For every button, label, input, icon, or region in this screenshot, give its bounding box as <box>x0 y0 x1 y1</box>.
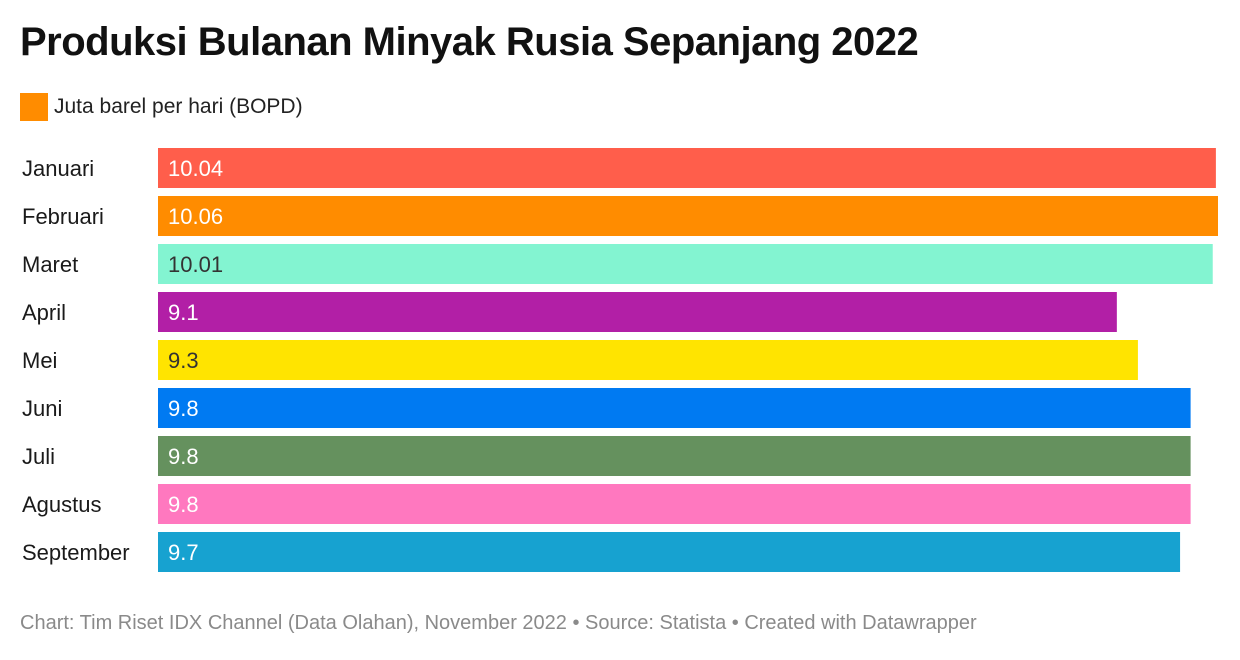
category-label: Mei <box>22 348 57 373</box>
chart-title: Produksi Bulanan Minyak Rusia Sepanjang … <box>20 20 919 64</box>
value-label: 9.1 <box>168 300 199 325</box>
category-label: Maret <box>22 252 78 277</box>
bar-chart: Januari 10.04 Februari 10.06 Maret 10.01 April… <box>22 148 1218 572</box>
bar <box>158 292 1117 332</box>
bar <box>158 484 1191 524</box>
value-label: 9.8 <box>168 492 199 517</box>
bar <box>158 244 1213 284</box>
category-label: Juni <box>22 396 62 421</box>
bar <box>158 196 1218 236</box>
bar <box>158 148 1216 188</box>
value-label: 10.04 <box>168 156 223 181</box>
value-label: 9.7 <box>168 540 199 565</box>
bar <box>158 388 1191 428</box>
value-label: 9.3 <box>168 348 199 373</box>
bar <box>158 436 1191 476</box>
category-label: Januari <box>22 156 94 181</box>
category-label: September <box>22 540 130 565</box>
value-label: 10.01 <box>168 252 223 277</box>
value-label: 10.06 <box>168 204 223 229</box>
category-label: April <box>22 300 66 325</box>
bar <box>158 340 1138 380</box>
legend-label: Juta barel per hari (BOPD) <box>54 95 303 118</box>
legend: Juta barel per hari (BOPD) <box>20 92 303 122</box>
value-label: 9.8 <box>168 396 199 421</box>
bar <box>158 532 1181 572</box>
chart-footer: Chart: Tim Riset IDX Channel (Data Olaha… <box>20 612 977 634</box>
category-label: Juli <box>22 444 55 469</box>
legend-swatch <box>20 93 48 121</box>
value-label: 9.8 <box>168 444 199 469</box>
category-label: Februari <box>22 204 104 229</box>
category-label: Agustus <box>22 492 102 517</box>
